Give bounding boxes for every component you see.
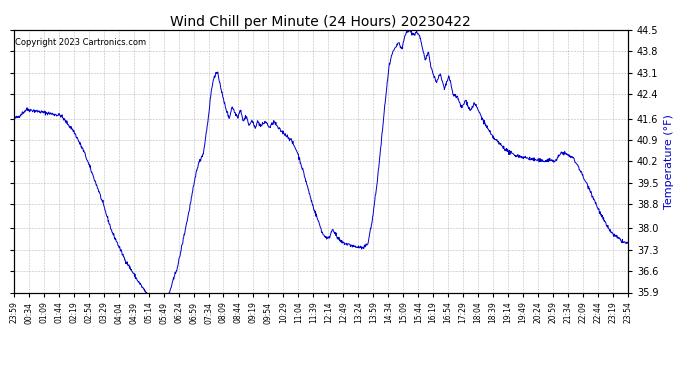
Title: Wind Chill per Minute (24 Hours) 20230422: Wind Chill per Minute (24 Hours) 2023042… [170, 15, 471, 29]
Y-axis label: Temperature (°F): Temperature (°F) [664, 114, 674, 209]
Text: Copyright 2023 Cartronics.com: Copyright 2023 Cartronics.com [15, 38, 146, 47]
